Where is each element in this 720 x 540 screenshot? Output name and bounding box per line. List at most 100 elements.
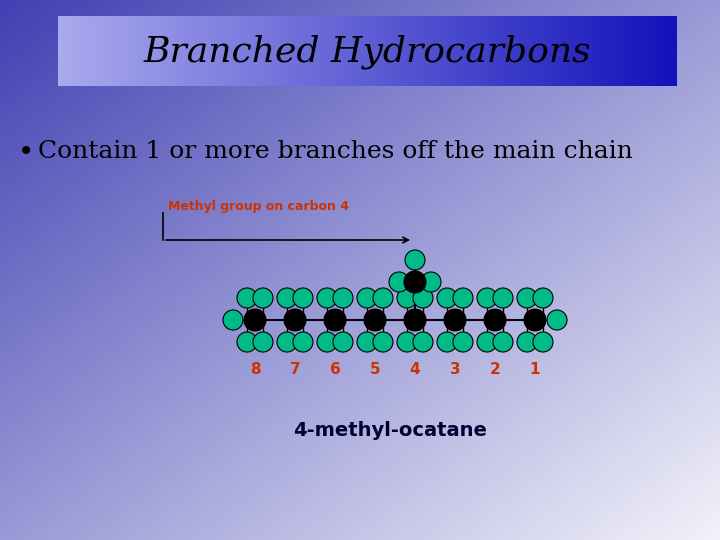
- Bar: [660, 16, 662, 86]
- Bar: [204, 16, 206, 86]
- Bar: [394, 16, 396, 86]
- Bar: [109, 16, 112, 86]
- Bar: [662, 16, 665, 86]
- Bar: [320, 16, 322, 86]
- Bar: [577, 16, 580, 86]
- Bar: [467, 16, 468, 86]
- Bar: [208, 16, 210, 86]
- Ellipse shape: [524, 309, 546, 331]
- Ellipse shape: [493, 288, 513, 308]
- Ellipse shape: [373, 332, 393, 352]
- Bar: [608, 16, 611, 86]
- Bar: [155, 16, 157, 86]
- Bar: [246, 16, 248, 86]
- Bar: [522, 16, 524, 86]
- Bar: [570, 16, 572, 86]
- Bar: [60, 16, 62, 86]
- Bar: [675, 16, 677, 86]
- Ellipse shape: [453, 288, 473, 308]
- Bar: [629, 16, 631, 86]
- Bar: [367, 16, 369, 86]
- Bar: [284, 16, 287, 86]
- Bar: [219, 16, 220, 86]
- Bar: [237, 16, 239, 86]
- Ellipse shape: [293, 288, 313, 308]
- Bar: [386, 16, 388, 86]
- Bar: [192, 16, 194, 86]
- Bar: [423, 16, 425, 86]
- Bar: [584, 16, 586, 86]
- Bar: [532, 16, 534, 86]
- Ellipse shape: [284, 309, 306, 331]
- Bar: [433, 16, 436, 86]
- Bar: [76, 16, 78, 86]
- Bar: [499, 16, 501, 86]
- Bar: [546, 16, 549, 86]
- Bar: [138, 16, 140, 86]
- Bar: [427, 16, 429, 86]
- Bar: [198, 16, 200, 86]
- Bar: [672, 16, 675, 86]
- Bar: [124, 16, 126, 86]
- Bar: [287, 16, 289, 86]
- Bar: [639, 16, 642, 86]
- Bar: [132, 16, 134, 86]
- Bar: [322, 16, 324, 86]
- Bar: [225, 16, 227, 86]
- Bar: [146, 16, 148, 86]
- Bar: [229, 16, 231, 86]
- Bar: [580, 16, 582, 86]
- Bar: [642, 16, 644, 86]
- Bar: [402, 16, 405, 86]
- Ellipse shape: [357, 288, 377, 308]
- Bar: [233, 16, 235, 86]
- Bar: [638, 16, 639, 86]
- Bar: [243, 16, 246, 86]
- Bar: [268, 16, 270, 86]
- Bar: [464, 16, 467, 86]
- Bar: [258, 16, 260, 86]
- Bar: [144, 16, 146, 86]
- Bar: [452, 16, 454, 86]
- Text: 1: 1: [530, 362, 540, 377]
- Bar: [276, 16, 279, 86]
- Ellipse shape: [317, 288, 337, 308]
- Bar: [415, 16, 417, 86]
- Ellipse shape: [237, 288, 257, 308]
- Bar: [510, 16, 512, 86]
- Bar: [250, 16, 251, 86]
- Bar: [328, 16, 330, 86]
- Bar: [256, 16, 258, 86]
- Text: 4-methyl-ocatane: 4-methyl-ocatane: [293, 421, 487, 440]
- Bar: [227, 16, 229, 86]
- Bar: [534, 16, 536, 86]
- Bar: [346, 16, 348, 86]
- Bar: [413, 16, 415, 86]
- Bar: [377, 16, 379, 86]
- Bar: [82, 16, 84, 86]
- Bar: [384, 16, 386, 86]
- Ellipse shape: [389, 272, 409, 292]
- Bar: [78, 16, 81, 86]
- Ellipse shape: [397, 288, 417, 308]
- Bar: [248, 16, 250, 86]
- Bar: [175, 16, 177, 86]
- Bar: [140, 16, 143, 86]
- Bar: [351, 16, 353, 86]
- Bar: [253, 16, 256, 86]
- Bar: [281, 16, 282, 86]
- Bar: [588, 16, 590, 86]
- Bar: [241, 16, 243, 86]
- Bar: [619, 16, 621, 86]
- Bar: [572, 16, 574, 86]
- Bar: [518, 16, 520, 86]
- Text: 8: 8: [250, 362, 261, 377]
- Bar: [543, 16, 545, 86]
- Bar: [516, 16, 518, 86]
- Bar: [217, 16, 219, 86]
- Bar: [220, 16, 222, 86]
- Bar: [421, 16, 423, 86]
- Bar: [479, 16, 481, 86]
- Bar: [89, 16, 91, 86]
- Ellipse shape: [357, 332, 377, 352]
